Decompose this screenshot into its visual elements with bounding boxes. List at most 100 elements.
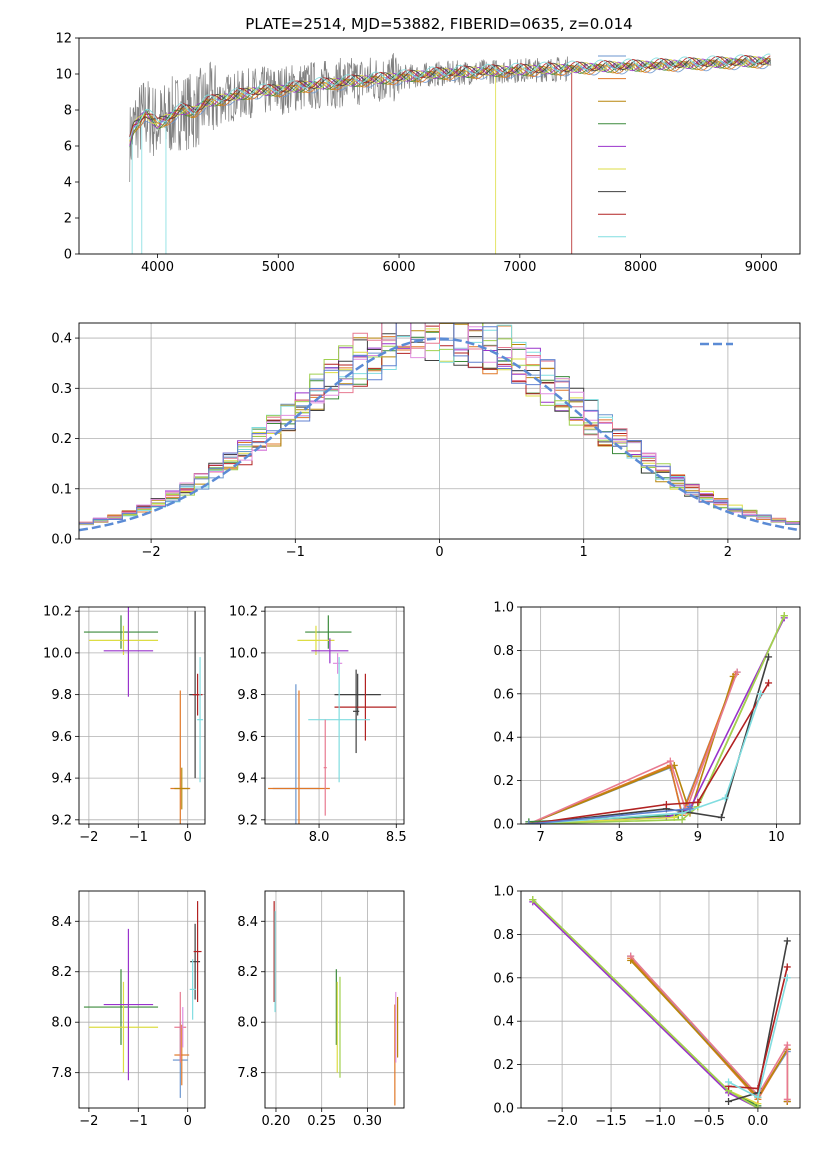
model-fit-line: [129, 53, 771, 140]
y-tick-label: 0.2: [493, 774, 514, 789]
plot-frame: [78, 606, 206, 825]
histogram-step-line: [79, 323, 800, 525]
plot-spectrum: 4000 5000 6000 7000 8000 9000 0 2 4 6 8 10 12: [55, 32, 801, 275]
weight-point-marker: [721, 794, 729, 802]
weight-point-marker: [783, 974, 791, 982]
x-tick-label: 4000: [141, 260, 174, 275]
weight-age-lines: [525, 612, 788, 824]
age-z-points: [83, 607, 204, 824]
weight-point-marker: [717, 813, 725, 821]
x-tick-label: 0.30: [353, 1114, 382, 1129]
y-tick-label: 9.8: [51, 688, 72, 703]
weight-point-marker: [525, 820, 533, 824]
y-tick-label: 9.4: [51, 772, 72, 787]
y-tick-label: 0.2: [51, 432, 72, 447]
plot-mass-z: −2 −1 0 7.8 8.0 8.2 8.4: [51, 890, 206, 1129]
plot-residuals: −2 −1 0 1 2 0.0 0.1 0.2 0.3 0.4: [51, 322, 801, 560]
x-tick-label: 0.20: [261, 1114, 290, 1129]
x-tick-label: 0.25: [307, 1114, 336, 1129]
plot-frame: [520, 606, 801, 825]
y-tick-label: 0: [64, 248, 72, 263]
y-tick-label: 4: [64, 176, 72, 191]
y-tick-label: 0.3: [51, 382, 72, 397]
weight-point-marker: [757, 690, 765, 698]
plot-mass-ebv: 0.20 0.25 0.30 7.8 8.0 8.2 8.4: [237, 890, 405, 1129]
weight-point-marker: [694, 798, 702, 806]
x-tick-label: −1.0: [644, 1114, 676, 1129]
model-fit-line: [129, 55, 771, 142]
plot-weight-z: −2.0 −1.5 −1.0 −0.5 0.0 0.0 0.2 0.4 0.6 0.8 1.0: [493, 885, 801, 1129]
histogram-step-line: [79, 323, 800, 525]
weight-point-marker: [686, 803, 694, 811]
y-tick-label: 10.0: [229, 646, 258, 661]
y-tick-label: 9.6: [51, 730, 72, 745]
weight-point-marker: [765, 653, 773, 661]
y-tick-label: 0.8: [493, 928, 514, 943]
weight-point-marker: [666, 757, 674, 765]
y-tick-label: 10.0: [43, 646, 72, 661]
weight-point-marker: [662, 800, 670, 808]
weight-point-marker: [783, 1041, 791, 1049]
y-tick-label: 10.2: [43, 605, 72, 620]
x-tick-label: 5000: [262, 260, 295, 275]
y-tick-label: 0.0: [51, 533, 72, 548]
weight-point-marker: [529, 896, 537, 904]
plot-frame: [264, 606, 405, 825]
x-tick-label: −2: [79, 1114, 98, 1129]
y-tick-label: 9.6: [237, 730, 258, 745]
y-tick-label: 1.0: [493, 885, 514, 900]
x-tick-label: 9: [694, 830, 702, 845]
y-tick-label: 0.6: [493, 687, 514, 702]
y-tick-label: 8.4: [51, 915, 72, 930]
y-tick-label: 8.0: [51, 1016, 72, 1031]
x-tick-label: 6000: [382, 260, 415, 275]
x-tick-label: 10: [768, 830, 785, 845]
weight-point-marker: [783, 1095, 791, 1103]
weight-series-line: [630, 955, 789, 1100]
weight-point-marker: [733, 668, 741, 676]
y-tick-label: 8.2: [237, 965, 258, 980]
y-tick-label: 7.8: [237, 1066, 258, 1081]
y-tick-label: 0.4: [493, 1015, 514, 1030]
weight-series-line: [532, 899, 759, 1108]
y-tick-label: 7.8: [51, 1066, 72, 1081]
plot-age-mass: 8.0 8.5 9.2 9.4 9.6 9.8 10.0 10.2: [229, 605, 407, 845]
y-tick-label: 9.4: [237, 772, 258, 787]
weight-point-marker: [780, 612, 788, 620]
y-tick-label: 0.1: [51, 482, 72, 497]
x-tick-label: 1: [580, 545, 588, 560]
weight-point-marker: [765, 679, 773, 687]
x-tick-label: 8: [615, 830, 623, 845]
weight-point-marker: [754, 1104, 762, 1108]
weight-point-marker: [725, 1097, 733, 1105]
y-tick-label: 12: [55, 32, 72, 47]
weight-point-marker: [783, 963, 791, 971]
y-tick-label: 9.8: [237, 688, 258, 703]
x-tick-label: −2.0: [546, 1114, 578, 1129]
x-tick-label: 7: [537, 830, 545, 845]
x-tick-label: −1.5: [595, 1114, 627, 1129]
figure-title: PLATE=2514, MJD=53882, FIBERID=0635, z=0…: [245, 15, 632, 33]
weight-z-lines: [529, 896, 791, 1108]
plot-frame: [78, 322, 801, 540]
x-tick-label: −2: [142, 545, 161, 560]
x-tick-label: 8.5: [386, 830, 407, 845]
y-tick-label: 10: [55, 68, 72, 83]
weight-series-line: [532, 899, 759, 1107]
weight-series-line: [532, 899, 759, 1105]
histogram-area: [79, 323, 800, 532]
weight-point-marker: [725, 1078, 733, 1086]
y-tick-label: 8.4: [237, 915, 258, 930]
age-mass-points: [268, 615, 397, 824]
x-tick-label: 0.0: [748, 1114, 769, 1129]
x-tick-label: 0: [435, 545, 443, 560]
model-fit-line: [129, 58, 771, 142]
x-tick-label: 0: [184, 830, 192, 845]
y-tick-label: 9.2: [51, 813, 72, 828]
gaussian-curve: [79, 337, 800, 532]
model-fit-line: [129, 54, 771, 137]
y-tick-label: 0.0: [493, 818, 514, 833]
weight-series-line: [528, 656, 770, 824]
x-tick-label: 0: [184, 1114, 192, 1129]
weight-series-line: [528, 671, 738, 824]
